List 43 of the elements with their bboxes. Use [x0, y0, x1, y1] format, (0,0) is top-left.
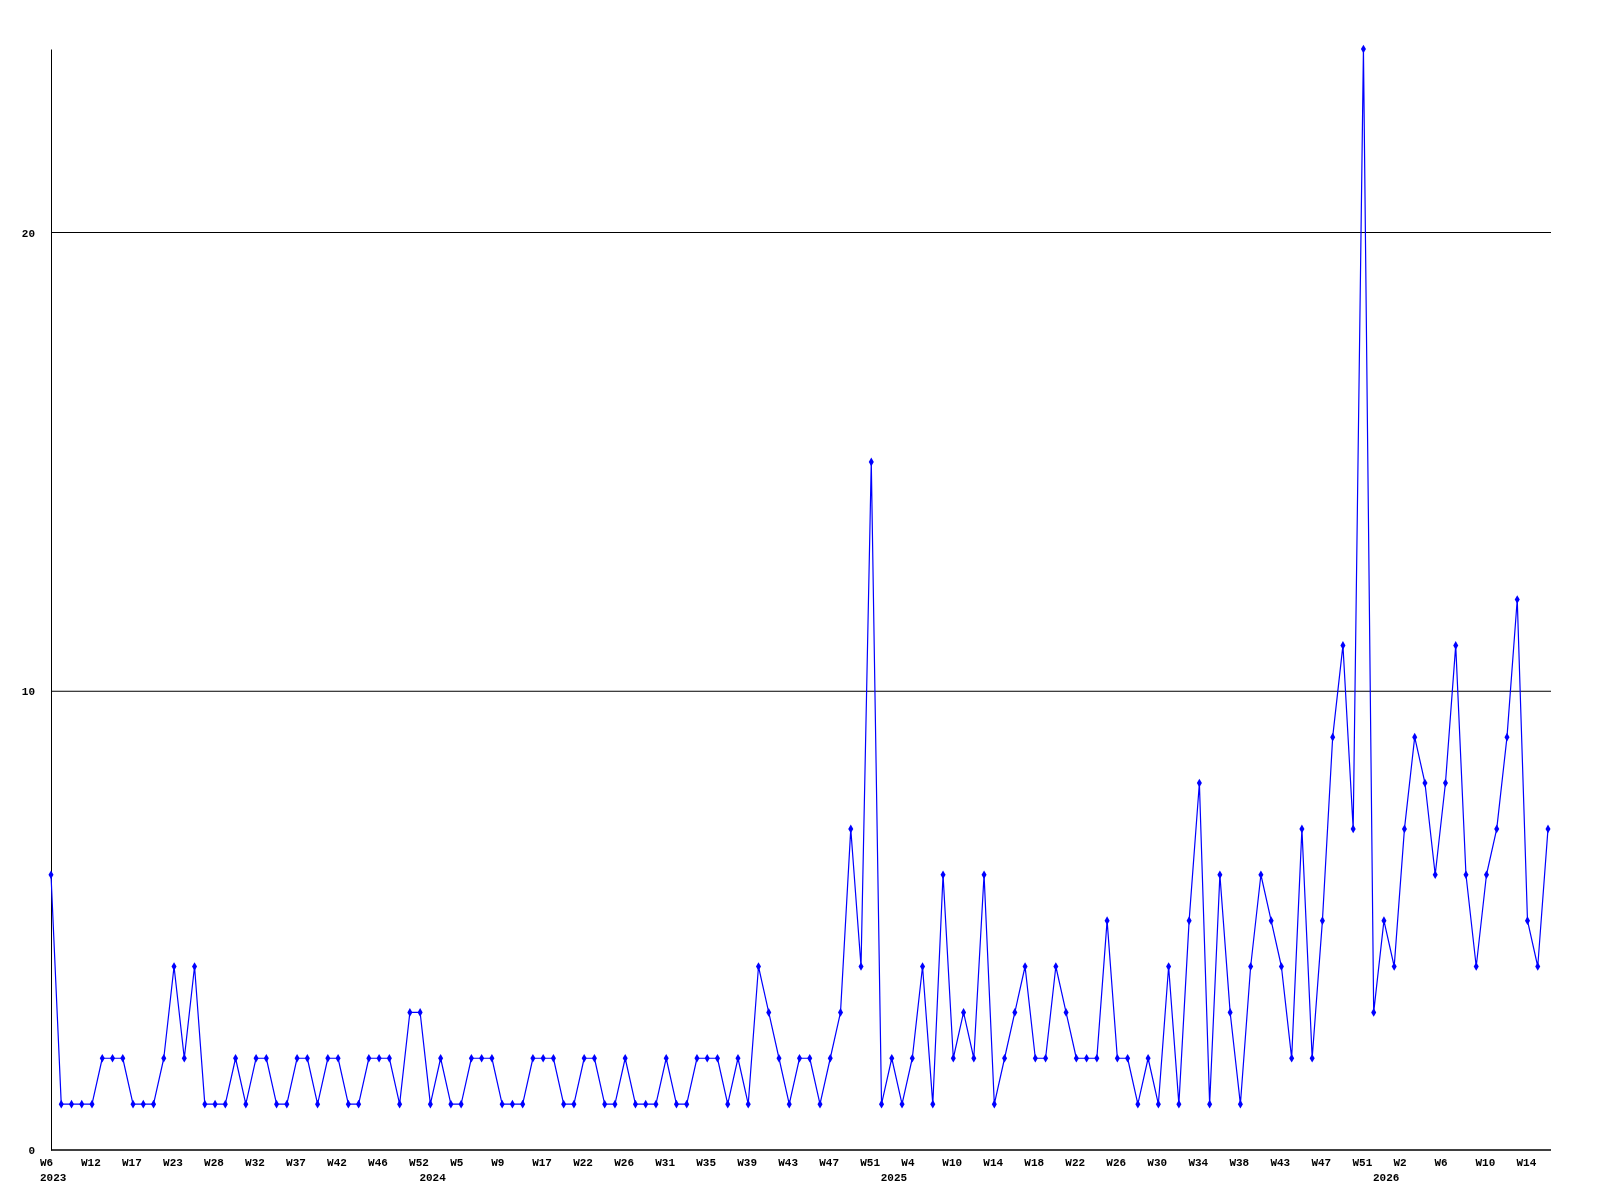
x-tick-label: W23 [163, 1157, 184, 1169]
y-tick-label: 20 [21, 227, 35, 240]
x-tick-label: W14 [983, 1157, 1004, 1169]
x-tick-label: W38 [1229, 1157, 1250, 1169]
x-tick-label: W26 [1106, 1157, 1127, 1169]
x-tick-label: W12 [81, 1157, 101, 1169]
x-tick-label: W31 [655, 1157, 676, 1169]
y-tick-label: 10 [21, 686, 35, 699]
x-tick-label: W47 [819, 1157, 840, 1169]
x-tick-label: W6 [1434, 1157, 1448, 1169]
x-tick-label: W43 [778, 1157, 799, 1169]
y-tick-label: 0 [28, 1145, 35, 1158]
x-tick-label: W30 [1147, 1157, 1168, 1169]
x-tick-label: W51 [860, 1157, 881, 1169]
x-tick-label: W9 [491, 1157, 505, 1169]
x-tick-label: W18 [1024, 1157, 1045, 1169]
x-tick-label: W32 [245, 1157, 265, 1169]
x-tick-label: W35 [696, 1157, 717, 1169]
x-tick-label: W10 [1475, 1157, 1496, 1169]
x-tick-label: W17 [532, 1157, 552, 1169]
x-tick-label: W22 [1065, 1157, 1086, 1169]
x-tick-label: W39 [737, 1157, 758, 1169]
x-tick-label: W17 [122, 1157, 142, 1169]
x-tick-label: W47 [1311, 1157, 1332, 1169]
x-tick-label: W37 [286, 1157, 306, 1169]
x-tick-label: 2026 [1372, 1172, 1400, 1184]
x-tick-label: W51 [1352, 1157, 1373, 1169]
x-tick-label: 2025 [880, 1172, 908, 1184]
x-tick-label: W5 [450, 1157, 464, 1169]
x-tick-label: W10 [942, 1157, 963, 1169]
x-tick-label: W14 [1516, 1157, 1537, 1169]
x-tick-label: W52 [409, 1157, 429, 1169]
x-tick-label: W34 [1188, 1157, 1209, 1169]
x-tick-label: W6 2023 [40, 1157, 67, 1184]
x-tick-label: W4 [901, 1157, 915, 1169]
x-tick-label: W26 [614, 1157, 634, 1169]
x-tick-label: W22 [573, 1157, 593, 1169]
x-tick-label: W28 [204, 1157, 225, 1169]
x-tick-label: W2 [1393, 1157, 1407, 1169]
x-tick-label: 2024 [419, 1172, 447, 1184]
x-tick-label: W43 [1270, 1157, 1291, 1169]
x-tick-label: W46 [368, 1157, 388, 1169]
x-tick-label: W42 [327, 1157, 347, 1169]
